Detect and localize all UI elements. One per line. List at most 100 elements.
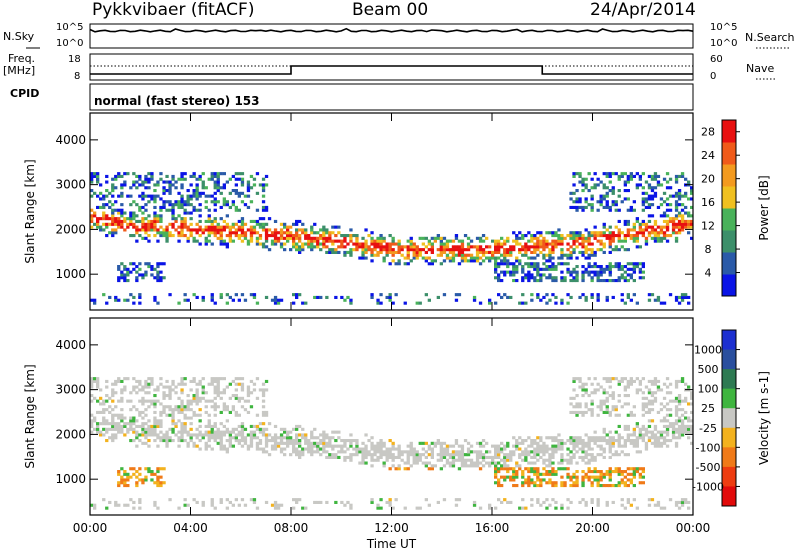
power-cell	[545, 253, 549, 257]
velocity-cell	[614, 430, 618, 434]
velocity-cell	[536, 444, 540, 448]
power-cell	[668, 219, 673, 223]
power-cell	[478, 239, 483, 243]
velocity-cell	[457, 498, 462, 502]
power-cell	[361, 245, 365, 249]
power-cell	[623, 183, 627, 187]
velocity-cell	[114, 422, 118, 426]
velocity-cell	[138, 382, 142, 386]
velocity-cell	[424, 455, 428, 459]
power-cell	[472, 298, 477, 302]
power-cell	[141, 180, 145, 184]
velocity-cell	[261, 388, 266, 392]
velocity-cell	[602, 430, 606, 434]
power-cell	[264, 174, 269, 178]
velocity-cell	[301, 450, 305, 454]
power-cell	[340, 245, 344, 249]
power-cell	[527, 248, 531, 252]
velocity-cell	[641, 396, 645, 400]
velocity-cell	[322, 447, 326, 451]
power-cell	[436, 234, 440, 238]
velocity-cell	[680, 379, 685, 383]
velocity-cell	[213, 436, 217, 440]
power-cell	[144, 194, 148, 198]
velocity-cell	[539, 444, 543, 448]
velocity-cell	[331, 436, 335, 440]
velocity-cell	[156, 385, 160, 389]
velocity-cell	[273, 500, 278, 504]
velocity-cell	[632, 427, 636, 431]
power-cell	[385, 242, 389, 246]
power-cell	[566, 270, 570, 274]
freq-strip-frame	[89, 53, 694, 81]
power-cell	[445, 253, 450, 257]
power-cell	[349, 248, 353, 252]
velocity-cell	[228, 382, 232, 386]
power-cell	[518, 259, 522, 263]
power-cell	[605, 191, 609, 195]
power-cell	[674, 200, 679, 204]
velocity-cell	[147, 419, 151, 423]
velocity-cell	[159, 377, 163, 381]
noise-tick-high-left: 10^5	[56, 22, 84, 33]
power-cell	[578, 236, 582, 240]
velocity-cell	[656, 500, 661, 504]
velocity-cell	[593, 388, 597, 392]
velocity-cell	[228, 436, 232, 440]
velocity-cell	[174, 391, 178, 395]
power-cell	[653, 172, 658, 176]
power-cell	[617, 279, 621, 283]
velocity-cell	[246, 433, 251, 437]
velocity-cell	[548, 436, 552, 440]
velocity-cell	[295, 447, 299, 451]
velocity-cell	[472, 461, 477, 465]
power-cell	[192, 172, 196, 176]
velocity-cell	[174, 424, 178, 428]
velocity-cell	[165, 439, 169, 443]
velocity-cell	[147, 385, 151, 389]
velocity-cell	[641, 427, 645, 431]
velocity-cell	[156, 436, 160, 440]
velocity-cell	[201, 500, 205, 504]
power-cell	[533, 279, 537, 283]
velocity-cell	[677, 396, 682, 400]
velocity-cell	[201, 433, 205, 437]
velocity-cell	[521, 439, 525, 443]
power-cell	[644, 200, 649, 204]
power-cell	[343, 239, 347, 243]
power-cell	[249, 174, 254, 178]
velocity-cell	[243, 427, 248, 431]
velocity-cell	[382, 461, 386, 465]
velocity-cell	[551, 455, 555, 459]
velocity-cell	[488, 503, 492, 507]
power-cell	[497, 293, 501, 297]
velocity-cell	[255, 377, 260, 381]
power-cell	[524, 276, 528, 280]
velocity-cell	[671, 427, 676, 431]
power-cell	[515, 270, 519, 274]
velocity-cell	[258, 388, 263, 392]
velocity-cell	[548, 470, 552, 474]
velocity-cell	[141, 430, 145, 434]
power-cell	[240, 225, 245, 229]
power-cell	[671, 225, 676, 229]
velocity-cell	[629, 379, 633, 383]
power-cell	[451, 256, 456, 260]
power-cell	[105, 180, 109, 184]
velocity-cell	[228, 433, 232, 437]
power-cell	[382, 248, 386, 252]
power-cell	[141, 228, 145, 232]
velocity-cell	[448, 464, 453, 468]
velocity-cell	[587, 436, 591, 440]
power-cell	[448, 256, 453, 260]
power-cell	[638, 262, 642, 266]
power-cell	[527, 245, 531, 249]
velocity-cell	[168, 498, 172, 502]
velocity-cell	[334, 444, 338, 448]
power-cell	[264, 295, 269, 299]
velocity-cell	[617, 484, 621, 488]
power-cell	[575, 239, 579, 243]
power-cell	[644, 228, 649, 232]
velocity-cell	[635, 441, 639, 445]
power-cell	[213, 203, 217, 207]
